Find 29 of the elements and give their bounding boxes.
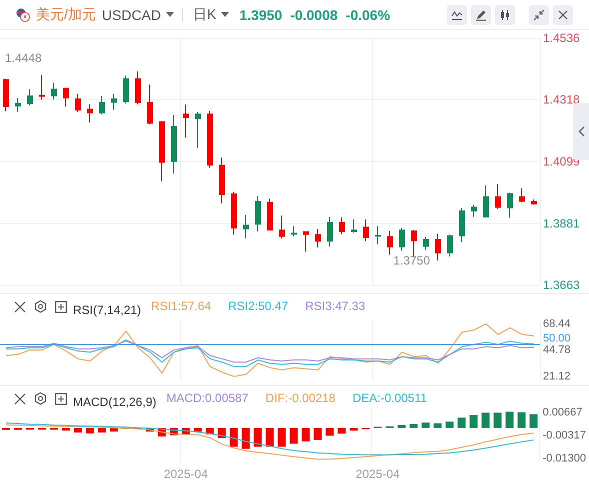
chart-title: MACD(12,26,9) [73,395,156,409]
text: DIF:-0.00218 [265,391,336,405]
y-tick-label: -0.00317 [542,429,586,442]
x-tick-label: 2025-04 [164,467,208,481]
text: RSI1:57.64 [151,299,212,313]
y-tick-label: 68.44 [543,318,571,330]
ref-line-label: 50.00 [543,332,571,344]
text: DEA:-0.00511 [352,391,428,405]
y-tick-label: 21.12 [543,370,571,382]
y-tick-label: 0.00667 [542,406,582,418]
chart-subtitle: USDCAD [102,6,162,22]
text: RSI2:50.47 [228,299,288,313]
text: RSI3:47.33 [305,299,366,313]
text: -0.0008 [290,6,338,22]
text: -0.06% [346,6,390,22]
series-label: MACD:0.00587 [166,391,249,405]
y-tick-label: -0.01300 [542,452,586,464]
chart-title: 美元/加元 [36,6,96,24]
text: 1.3950 [239,6,282,22]
y-tick-label: 1.4536 [543,31,580,45]
text: 日K [193,6,216,24]
annotation: 1.3750 [393,253,430,268]
x-tick-label: 2025-04 [356,467,400,481]
annotation: 1.4448 [5,51,42,65]
y-tick-label: 44.78 [543,344,571,356]
y-tick-label: 1.3663 [543,278,580,292]
y-tick-label: 1.4318 [543,92,580,107]
y-tick-label: 1.3881 [543,216,580,230]
chart-title: RSI(7,14,21) [73,303,142,317]
